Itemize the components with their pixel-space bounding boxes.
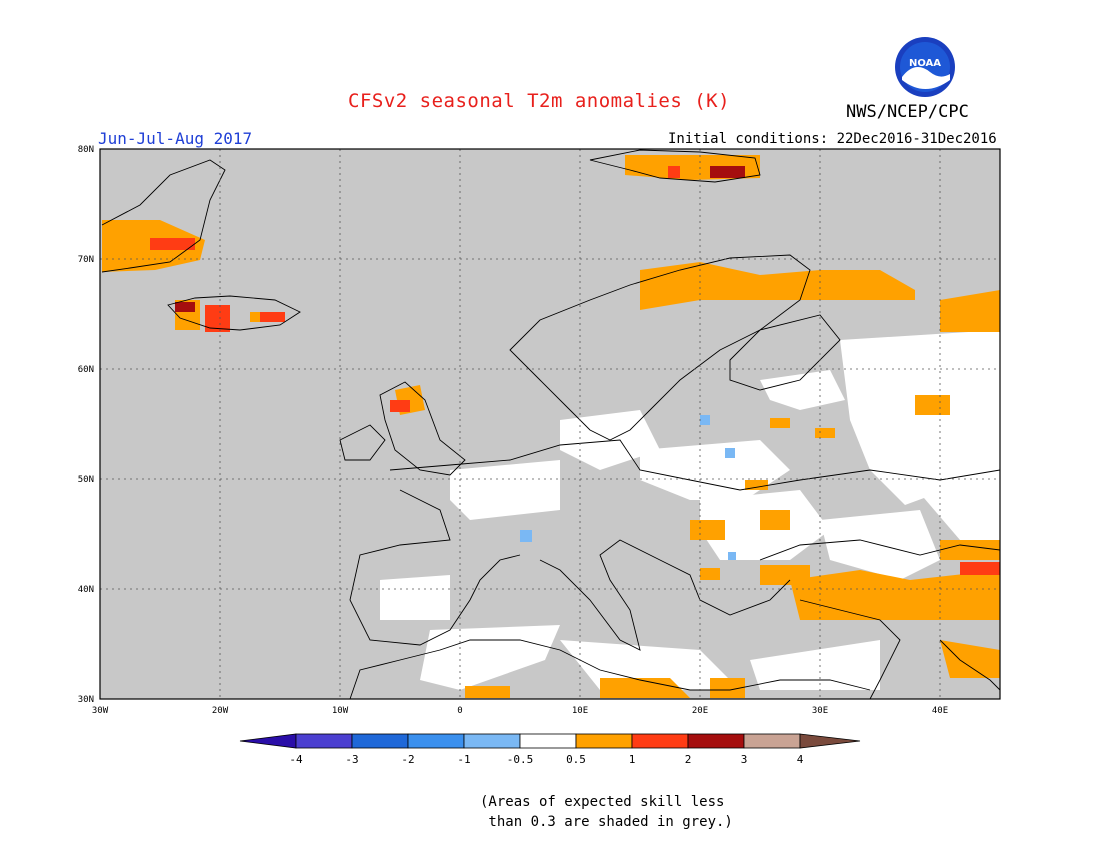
colorbar-label-neg4: -4 [289, 753, 303, 766]
colorbar-label-4: 4 [797, 753, 804, 766]
noaa-logo-icon: NOAA [895, 37, 955, 97]
lon-tick-20e: 20E [692, 706, 708, 716]
colorbar-cell-neg3-neg2 [351, 733, 409, 749]
cool-anomaly-regions [520, 415, 736, 560]
colorbar-label-neg05: -0.5 [507, 753, 534, 766]
colorbar-cell-1-2 [631, 733, 689, 749]
noaa-logo-text: NOAA [909, 58, 941, 69]
colorbar-cell-neg1-neg05 [463, 733, 521, 749]
colorbar-label-neg1: -1 [457, 753, 470, 766]
near-normal-regions [380, 330, 1000, 690]
initial-conditions-label: Initial conditions: 22Dec2016-31Dec2016 [668, 131, 997, 147]
strong-warm-regions [150, 166, 1000, 575]
colorbar-cell-neg2-neg1 [407, 733, 465, 749]
colorbar-label-neg2: -2 [401, 753, 414, 766]
lat-tick-30n: 30N [78, 695, 94, 705]
colorbar-labels: -4 -3 -2 -1 -0.5 0.5 1 2 3 4 [289, 753, 803, 766]
colorbar-label-05: 0.5 [566, 753, 586, 766]
lon-tick-40e: 40E [932, 706, 948, 716]
map-frame [99, 148, 1001, 700]
lon-tick-10e: 10E [572, 706, 588, 716]
period-label: Jun-Jul-Aug 2017 [98, 129, 253, 148]
chart-title: CFSv2 seasonal T2m anomalies (K) [348, 90, 731, 112]
lat-axis: 80N 70N 60N 50N 40N 30N [78, 145, 94, 705]
very-warm-regions [175, 166, 745, 312]
colorbar-cell-neg05-05 [519, 733, 577, 749]
lon-tick-20w: 20W [212, 706, 229, 716]
lon-tick-0: 0 [457, 706, 462, 716]
lat-tick-60n: 60N [78, 365, 94, 375]
lon-tick-10w: 10W [332, 706, 349, 716]
colorbar-label-3: 3 [741, 753, 748, 766]
colorbar-cell-neg4-neg3 [295, 733, 353, 749]
lon-tick-30w: 30W [92, 706, 109, 716]
colorbar-cell-2-3 [687, 733, 745, 749]
colorbar-cell-gt-4 [799, 733, 861, 749]
lon-tick-30e: 30E [812, 706, 828, 716]
org-label: NWS/NCEP/CPC [846, 102, 969, 122]
colorbar-cell-05-1 [575, 733, 633, 749]
lat-tick-70n: 70N [78, 255, 94, 265]
skill-footnote: (Areas of expected skill less than 0.3 a… [480, 794, 733, 830]
lat-tick-50n: 50N [78, 475, 94, 485]
lat-tick-40n: 40N [78, 585, 94, 595]
lat-tick-80n: 80N [78, 145, 94, 155]
colorbar [239, 733, 861, 749]
lon-axis: 30W 20W 10W 0 10E 20E 30E 40E [92, 706, 948, 716]
colorbar-label-1: 1 [629, 753, 636, 766]
colorbar-cell-3-4 [743, 733, 801, 749]
graticule [100, 149, 1000, 699]
map-area [99, 148, 1001, 700]
colorbar-label-neg3: -3 [345, 753, 358, 766]
colorbar-label-2: 2 [685, 753, 692, 766]
colorbar-cell-lt-neg4 [239, 733, 297, 749]
